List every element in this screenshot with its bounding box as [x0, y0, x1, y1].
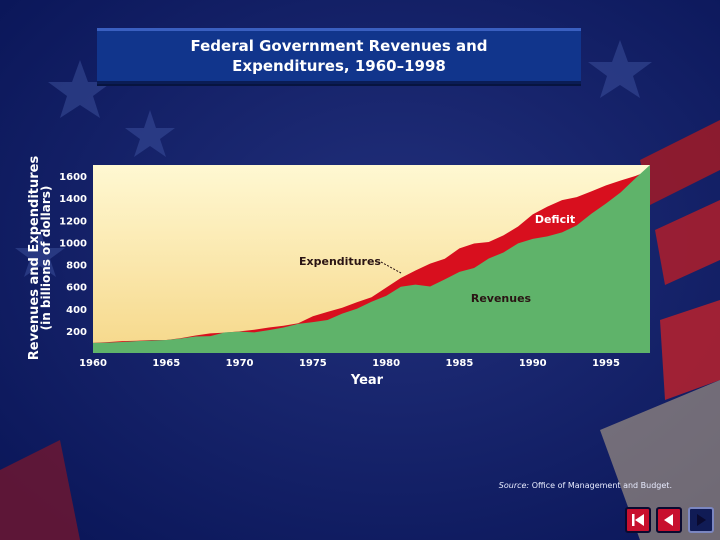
annotation-revenues: Revenues	[471, 292, 532, 305]
x-axis-label: Year	[350, 373, 384, 388]
chart-title: Federal Government Revenues and Expendit…	[190, 37, 488, 75]
first-slide-button[interactable]	[625, 507, 651, 533]
first-slide-icon	[632, 514, 644, 526]
expenditures-leader-line	[380, 261, 402, 274]
source-text: Office of Management and Budget.	[531, 481, 672, 490]
y-tick-label: 200	[66, 327, 87, 338]
y-tick-label: 1200	[59, 216, 87, 227]
x-tick-label: 1995	[592, 358, 620, 369]
x-tick-label: 1970	[226, 358, 254, 369]
title-banner: Federal Government Revenues and Expendit…	[97, 28, 581, 84]
source-note: Source: Office of Management and Budget.	[499, 481, 672, 490]
x-tick-label: 1975	[299, 358, 327, 369]
x-tick-label: 1965	[152, 358, 180, 369]
y-tick-label: 400	[66, 305, 87, 316]
y-tick-label: 800	[66, 261, 87, 272]
previous-slide-icon	[664, 514, 673, 526]
y-axis-sublabel: (in billions of dollars)	[39, 186, 53, 331]
x-tick-label: 1960	[79, 358, 107, 369]
x-tick-label: 1990	[519, 358, 547, 369]
y-axis-label: Revenues and Expenditures	[27, 156, 42, 361]
next-slide-icon	[697, 514, 706, 526]
background-stars	[15, 40, 652, 277]
annotation-expenditures: Expenditures	[299, 255, 381, 268]
x-tick-label: 1985	[446, 358, 474, 369]
revenues-area	[93, 165, 650, 353]
y-tick-label: 1000	[59, 238, 87, 249]
x-tick-label: 1980	[372, 358, 400, 369]
y-tick-label: 1400	[59, 194, 87, 205]
y-tick-label: 1600	[59, 172, 87, 183]
flag-stripes	[0, 120, 720, 540]
annotation-deficit: Deficit	[535, 213, 575, 226]
previous-slide-button[interactable]	[656, 507, 682, 533]
source-label: Source:	[498, 481, 530, 490]
next-slide-button[interactable]	[688, 507, 714, 533]
y-tick-label: 600	[66, 283, 87, 294]
